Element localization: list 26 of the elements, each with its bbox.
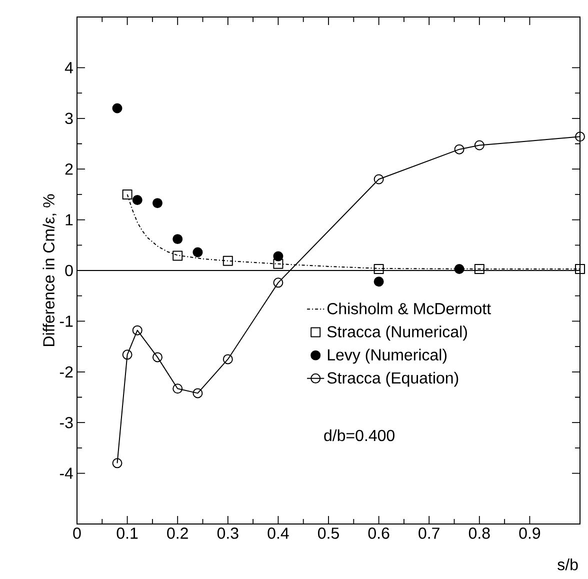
legend-label: Levy (Numerical)	[328, 348, 447, 364]
y-tick-label: -1	[60, 316, 73, 327]
y-tick-label: -4	[60, 468, 73, 479]
legend-label: Chisholm & McDermott	[327, 302, 491, 314]
y-tick-label: 3	[65, 112, 73, 124]
legend-label: Stracca (Numerical)	[327, 326, 467, 341]
x-tick-label: 0.5	[318, 528, 339, 539]
x-tick-label: 0	[73, 528, 81, 539]
y-tick-label: 0	[65, 264, 73, 276]
x-tick-label: 0.6	[368, 528, 390, 539]
x-tick-label: 0.7	[418, 528, 440, 539]
y-tick-label: -3	[60, 416, 73, 428]
x-tick-label: 0.1	[116, 528, 138, 539]
y-tick-label: 1	[66, 214, 73, 226]
x-tick-label: 0.2	[167, 528, 188, 539]
x-tick-label: 0.4	[268, 528, 289, 539]
x-tick-label: 0.3	[217, 528, 238, 539]
x-axis-title: s/b	[558, 558, 578, 570]
y-tick-label: 4	[64, 62, 73, 74]
x-tick-label: 0.8	[468, 528, 490, 539]
y-axis-title: Difference in Cm/ε, %	[42, 194, 56, 346]
y-tick-label: 2	[65, 164, 73, 175]
annotation: d/b=0.400	[324, 429, 394, 442]
x-tick-label: 0.9	[519, 528, 540, 539]
y-tick-label: -2	[60, 366, 73, 378]
legend-label: Stracca (Equation)	[327, 372, 458, 387]
